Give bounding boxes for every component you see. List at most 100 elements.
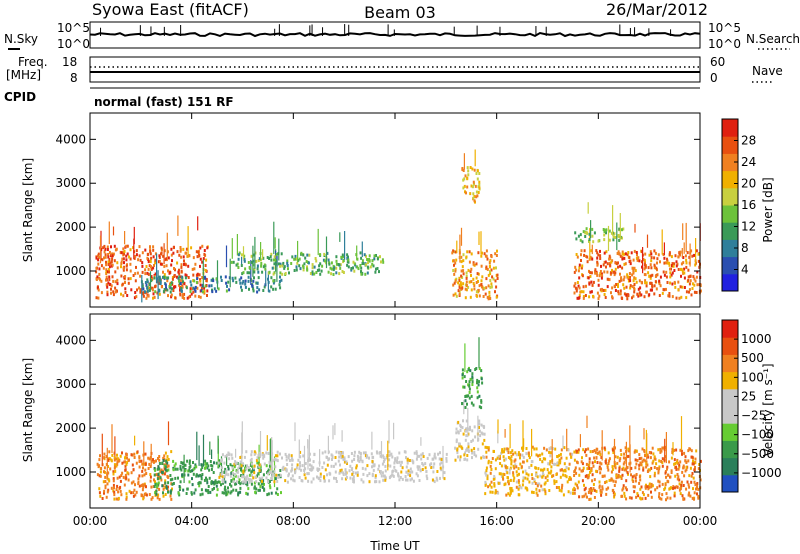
power-cell xyxy=(163,275,165,279)
velocity-cell xyxy=(158,462,161,465)
power-cell xyxy=(342,259,345,262)
velocity-cell xyxy=(416,455,419,458)
velocity-cell xyxy=(255,459,258,462)
velocity-cell xyxy=(669,475,672,479)
velocity-cell xyxy=(207,464,210,468)
velocity-cell xyxy=(197,474,200,478)
velocity-cell xyxy=(510,487,513,490)
power-cell xyxy=(158,281,161,285)
power-cell xyxy=(231,276,234,280)
velocity-cell xyxy=(655,462,658,466)
power-cell xyxy=(356,265,359,269)
velocity-cell xyxy=(498,472,501,476)
nsky-label: N.Sky xyxy=(4,32,38,46)
power-cell xyxy=(472,261,475,265)
power-cell xyxy=(617,261,619,265)
velocity-cell xyxy=(98,464,101,468)
power-cell xyxy=(252,279,255,283)
velocity-cell xyxy=(335,480,338,483)
power-streak xyxy=(149,271,152,291)
power-cell xyxy=(145,283,148,287)
velocity-cell xyxy=(334,462,337,466)
velocity-cell xyxy=(408,459,411,462)
power-cell xyxy=(601,274,604,278)
power-cell xyxy=(270,285,273,289)
power-cell xyxy=(133,296,136,300)
power-cell xyxy=(682,261,685,265)
power-cell xyxy=(650,282,653,285)
velocity-cell xyxy=(207,485,210,488)
power-cell xyxy=(605,265,607,269)
power-cell xyxy=(357,267,360,271)
power-colorbar-label: Power [dB] xyxy=(761,177,775,242)
power-cell xyxy=(114,286,117,290)
velocity-cell xyxy=(292,478,295,482)
velocity-cell xyxy=(396,456,399,460)
power-cell xyxy=(275,259,278,263)
power-cell xyxy=(204,276,207,280)
power-cell xyxy=(359,264,362,267)
velocity-cell xyxy=(138,456,141,460)
velocity-cell xyxy=(552,474,555,478)
power-cell xyxy=(142,287,145,291)
velocity-cell xyxy=(550,469,553,473)
power-cell xyxy=(244,285,247,289)
power-cell xyxy=(599,270,602,273)
power-cell xyxy=(475,172,478,175)
velocity-cell xyxy=(371,474,374,478)
power-cell xyxy=(460,269,463,273)
velocity-cell xyxy=(645,465,648,469)
velocity-cell xyxy=(222,477,225,481)
velocity-cell xyxy=(608,459,611,463)
power-cell xyxy=(469,192,472,196)
power-cell xyxy=(179,285,181,289)
velocity-cell xyxy=(205,489,208,493)
power-cell xyxy=(141,251,144,255)
velocity-cell xyxy=(538,482,541,486)
power-cell xyxy=(653,284,656,288)
velocity-cell xyxy=(279,473,282,477)
velocity-cell xyxy=(140,484,143,488)
power-cell xyxy=(596,260,599,264)
velocity-cell xyxy=(224,488,227,492)
velocity-cell xyxy=(149,465,152,468)
power-cell xyxy=(600,264,602,268)
power-cell xyxy=(688,290,690,294)
power-cell xyxy=(107,253,110,256)
velocity-cell xyxy=(113,490,116,494)
velocity-cell xyxy=(118,458,121,462)
velocity-cell xyxy=(110,486,113,490)
velocity-cell xyxy=(200,477,203,481)
velocity-cell xyxy=(546,478,549,482)
velocity-cell xyxy=(648,485,651,489)
power-streak xyxy=(459,234,461,263)
velocity-cell xyxy=(471,456,473,460)
power-cell xyxy=(300,251,303,255)
velocity-cell xyxy=(592,464,595,468)
power-cell xyxy=(125,258,128,262)
power-cell xyxy=(146,278,149,282)
power-cell xyxy=(688,288,691,292)
velocity-cell xyxy=(123,483,126,487)
power-cell xyxy=(129,248,132,252)
velocity-cell xyxy=(220,483,222,487)
velocity-cell xyxy=(384,478,387,482)
velocity-cell xyxy=(206,466,209,470)
velocity-cell xyxy=(600,462,603,466)
power-cell xyxy=(244,282,247,286)
power-cell xyxy=(98,267,101,271)
velocity-cell xyxy=(382,460,385,464)
velocity-cell xyxy=(659,447,662,451)
power-cell xyxy=(596,291,599,295)
velocity-cell xyxy=(487,485,490,489)
power-cell xyxy=(135,265,137,269)
velocity-cell xyxy=(525,472,528,476)
velocity-cell xyxy=(640,497,642,501)
power-cell xyxy=(180,269,183,273)
velocity-streak xyxy=(241,421,243,454)
velocity-cell xyxy=(490,460,493,464)
power-cell xyxy=(470,280,473,284)
velocity-x-tick-label: 04:00 xyxy=(174,514,209,528)
velocity-cell xyxy=(657,471,660,475)
velocity-streak xyxy=(562,435,564,449)
